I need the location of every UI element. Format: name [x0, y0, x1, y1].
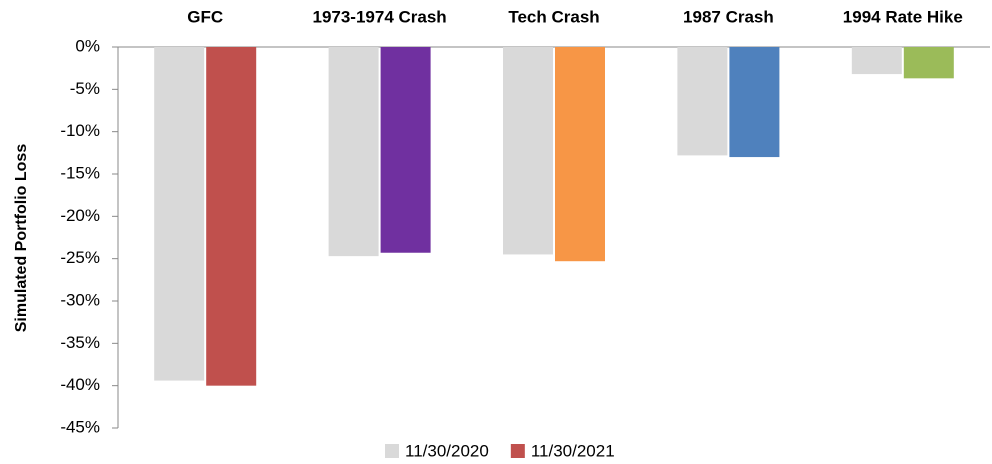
bar: [206, 47, 257, 386]
bar: [677, 47, 728, 156]
category-label: GFC: [187, 7, 223, 26]
y-tick-label: -40%: [60, 375, 100, 394]
bar: [851, 47, 902, 75]
bar: [154, 47, 205, 381]
y-tick-label: -25%: [60, 248, 100, 267]
y-axis-title: Simulated Portfolio Loss: [13, 144, 30, 333]
bar: [729, 47, 780, 158]
bar: [903, 47, 954, 79]
y-tick-label: -15%: [60, 163, 100, 182]
y-tick-label: -30%: [60, 290, 100, 309]
category-label: Tech Crash: [508, 7, 599, 26]
category-label: 1994 Rate Hike: [843, 7, 963, 26]
legend-swatch: [385, 444, 399, 458]
bar: [555, 47, 605, 262]
y-tick-label: -20%: [60, 206, 100, 225]
legend-label: 11/30/2021: [531, 441, 615, 460]
y-tick-label: -5%: [70, 79, 100, 98]
y-tick-label: -35%: [60, 333, 100, 352]
y-tick-label: 0%: [75, 36, 100, 55]
y-tick-label: -10%: [60, 121, 100, 140]
bar: [380, 47, 431, 253]
legend-swatch: [510, 444, 525, 458]
category-label: 1987 Crash: [683, 7, 774, 26]
bar: [328, 47, 379, 257]
bar: [503, 47, 553, 255]
y-tick-label: -45%: [60, 417, 100, 436]
legend-label: 11/30/2020: [405, 441, 489, 460]
category-label: 1973-1974 Crash: [312, 7, 446, 26]
